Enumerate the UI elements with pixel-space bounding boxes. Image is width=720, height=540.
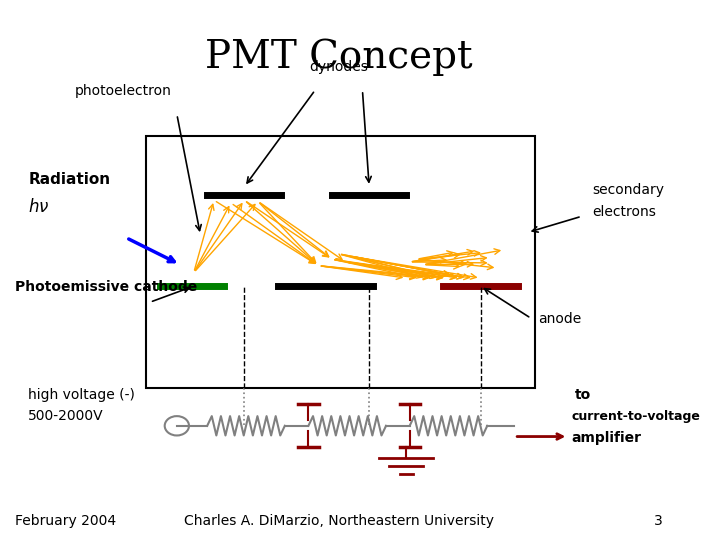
Text: 500-2000V: 500-2000V [28, 409, 104, 423]
Text: Photoemissive cathode: Photoemissive cathode [15, 280, 197, 294]
Text: February 2004: February 2004 [15, 514, 116, 528]
Text: PMT Concept: PMT Concept [205, 39, 472, 77]
Text: secondary: secondary [592, 184, 664, 198]
Text: to: to [575, 388, 591, 402]
Text: Radiation: Radiation [28, 172, 110, 187]
Text: photoelectron: photoelectron [74, 84, 171, 98]
Text: current-to-voltage: current-to-voltage [572, 410, 701, 423]
Text: high voltage (-): high voltage (-) [28, 388, 135, 402]
Text: electrons: electrons [592, 205, 656, 219]
Text: $h\nu$: $h\nu$ [28, 198, 50, 217]
Text: dynodes: dynodes [310, 60, 368, 74]
Text: amplifier: amplifier [572, 430, 642, 444]
Text: anode: anode [538, 313, 581, 326]
Text: Charles A. DiMarzio, Northeastern University: Charles A. DiMarzio, Northeastern Univer… [184, 514, 494, 528]
Bar [146, 136, 534, 388]
Text: 3: 3 [654, 514, 662, 528]
